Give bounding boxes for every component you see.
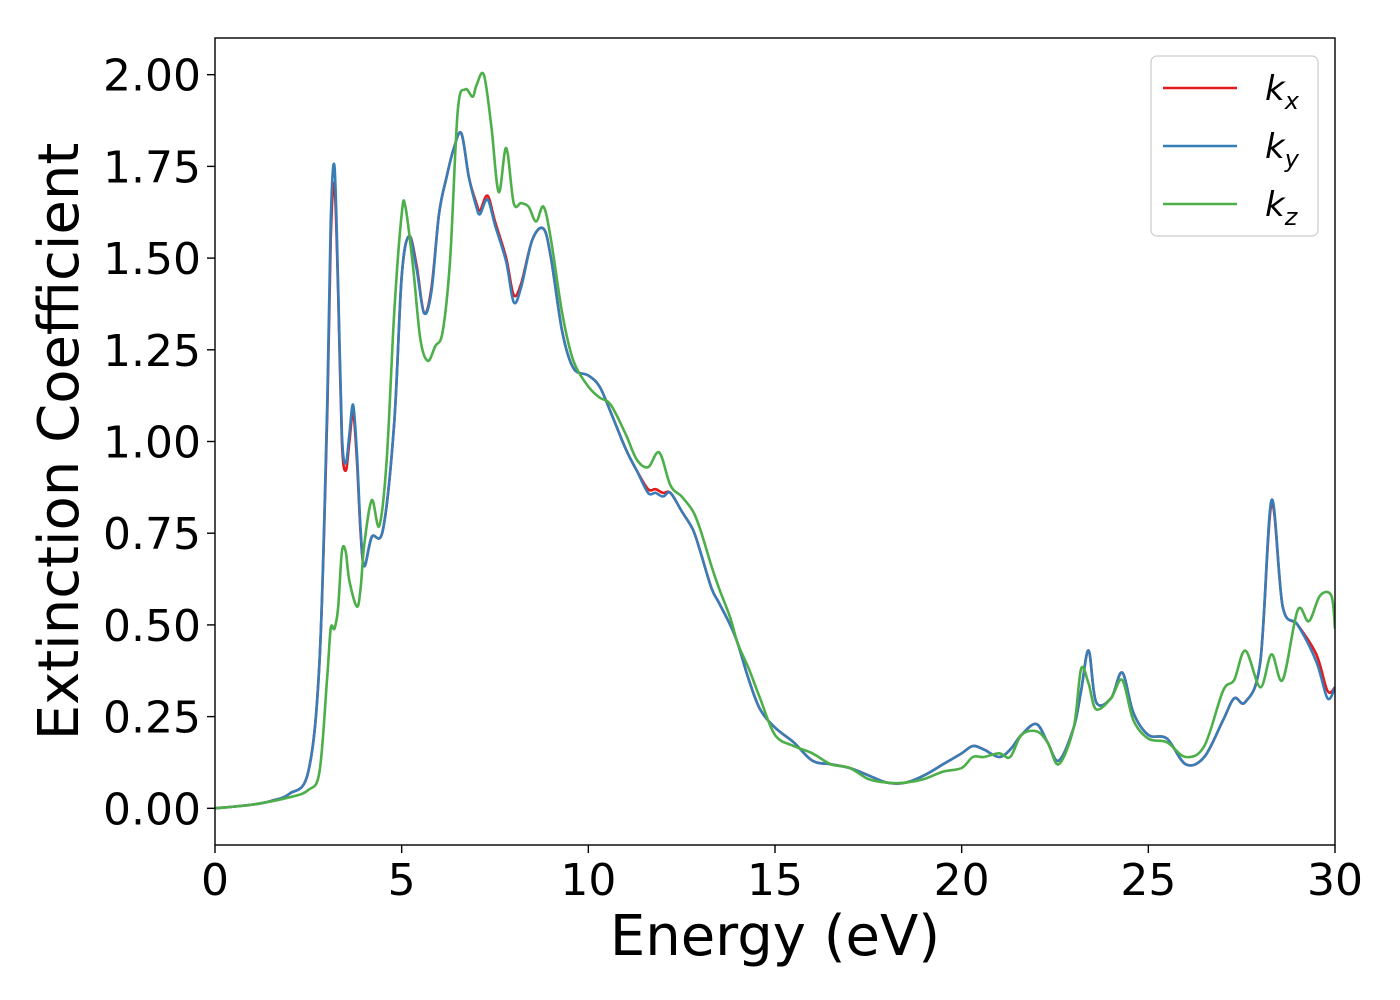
y-tick-label: 1.75 [103, 142, 201, 193]
y-tick-label: 0.50 [103, 601, 201, 652]
series-line-kz [215, 71, 1335, 810]
y-tick-label: 0.75 [103, 509, 201, 560]
y-tick-label: 0.25 [103, 693, 201, 744]
x-tick-label: 0 [201, 855, 229, 906]
x-tick-label: 10 [560, 855, 616, 906]
legend-label-main: k [1265, 127, 1286, 167]
x-tick-label: 25 [1120, 855, 1176, 906]
y-tick-label: 1.50 [103, 234, 201, 285]
legend-label-kz: kz [1265, 185, 1299, 231]
y-axis: 0.00 0.25 0.50 0.75 1.00 1.25 1.50 1.75 2.00 [103, 51, 215, 835]
x-tick-label: 5 [388, 855, 416, 906]
x-tick-label: 30 [1307, 855, 1363, 906]
y-axis-label: Extinction Coefficient [27, 143, 92, 741]
y-tick-label: 1.25 [103, 326, 201, 377]
series-lines-group [215, 71, 1335, 810]
legend-label-sub: y [1284, 145, 1300, 173]
legend-label-sub: z [1284, 203, 1299, 231]
legend-label-ky: ky [1265, 127, 1300, 173]
legend-label-kx: kx [1265, 69, 1300, 115]
y-tick-label: 1.00 [103, 418, 201, 469]
y-tick-label: 0.00 [103, 784, 201, 835]
legend-label-main: k [1265, 69, 1286, 109]
x-axis-label: Energy (eV) [610, 904, 940, 969]
x-axis: 0 5 10 15 20 25 30 [201, 845, 1363, 906]
legend-label-main: k [1265, 185, 1286, 225]
x-tick-label: 15 [747, 855, 803, 906]
x-tick-label: 20 [934, 855, 990, 906]
y-tick-label: 2.00 [103, 51, 201, 102]
legend-label-sub: x [1284, 87, 1300, 115]
